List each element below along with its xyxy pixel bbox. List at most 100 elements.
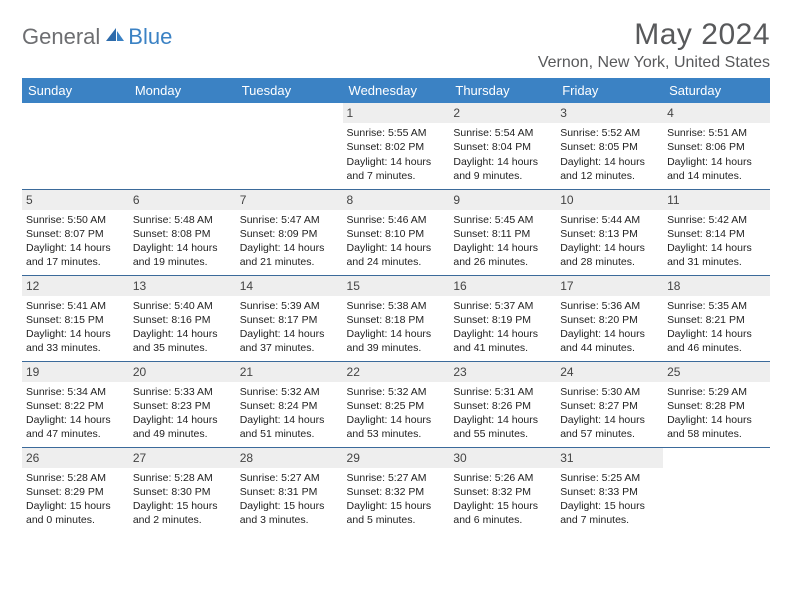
calendar-cell: 17 Sunrise: 5:36 AMSunset: 8:20 PMDayligh…	[556, 275, 663, 361]
calendar-body: 1 Sunrise: 5:55 AMSunset: 8:02 PMDaylight…	[22, 103, 770, 533]
calendar-cell: 26Sunrise: 5:28 AMSunset: 8:29 PMDayligh…	[22, 447, 129, 533]
day-number: 24	[556, 362, 663, 382]
day-details: Sunrise: 5:27 AMSunset: 8:31 PMDaylight:…	[240, 471, 339, 528]
day-number: 1	[343, 103, 450, 123]
calendar-row: 19Sunrise: 5:34 AMSunset: 8:22 PMDayligh…	[22, 361, 770, 447]
day-number: 5	[22, 190, 129, 210]
day-number: 17	[556, 276, 663, 296]
day-details: Sunrise: 5:48 AMSunset: 8:08 PMDaylight:…	[133, 213, 232, 270]
calendar-cell: 21 Sunrise: 5:32 AMSunset: 8:24 PMDayligh…	[236, 361, 343, 447]
day-details: Sunrise: 5:50 AMSunset: 8:07 PMDaylight:…	[26, 213, 125, 270]
month-title: May 2024	[538, 18, 770, 52]
day-details: Sunrise: 5:55 AMSunset: 8:02 PMDaylight:…	[347, 126, 446, 183]
day-header-row: SundayMondayTuesdayWednesdayThursdayFrid…	[22, 78, 770, 103]
day-details: Sunrise: 5:51 AMSunset: 8:06 PMDaylight:…	[667, 126, 766, 183]
calendar-row: 12 Sunrise: 5:41 AMSunset: 8:15 PMDayligh…	[22, 275, 770, 361]
day-number: 6	[129, 190, 236, 210]
calendar-cell: 4Sunrise: 5:51 AMSunset: 8:06 PMDaylight…	[663, 103, 770, 189]
logo-sail-icon	[104, 26, 126, 49]
day-details: Sunrise: 5:30 AMSunset: 8:27 PMDaylight:…	[560, 385, 659, 442]
day-details: Sunrise: 5:25 AMSunset: 8:33 PMDaylight:…	[560, 471, 659, 528]
day-details: Sunrise: 5:54 AMSunset: 8:04 PMDaylight:…	[453, 126, 552, 183]
calendar-cell: 30 Sunrise: 5:26 AMSunset: 8:32 PMDayligh…	[449, 447, 556, 533]
calendar-cell: 25Sunrise: 5:29 AMSunset: 8:28 PMDayligh…	[663, 361, 770, 447]
day-details: Sunrise: 5:39 AMSunset: 8:17 PMDaylight:…	[240, 299, 339, 356]
day-header: Saturday	[663, 78, 770, 103]
day-details: Sunrise: 5:44 AMSunset: 8:13 PMDaylight:…	[560, 213, 659, 270]
calendar-cell: 29 Sunrise: 5:27 AMSunset: 8:32 PMDayligh…	[343, 447, 450, 533]
day-details: Sunrise: 5:31 AMSunset: 8:26 PMDaylight:…	[453, 385, 552, 442]
calendar-cell: 16Sunrise: 5:37 AMSunset: 8:19 PMDayligh…	[449, 275, 556, 361]
calendar-cell: 24 Sunrise: 5:30 AMSunset: 8:27 PMDayligh…	[556, 361, 663, 447]
day-number: 13	[129, 276, 236, 296]
day-number: 8	[343, 190, 450, 210]
calendar-cell: 12 Sunrise: 5:41 AMSunset: 8:15 PMDayligh…	[22, 275, 129, 361]
day-details: Sunrise: 5:32 AMSunset: 8:24 PMDaylight:…	[240, 385, 339, 442]
calendar-cell	[22, 103, 129, 189]
day-number: 22	[343, 362, 450, 382]
title-block: May 2024 Vernon, New York, United States	[538, 18, 770, 72]
logo-text-blue: Blue	[128, 24, 172, 50]
calendar-cell	[663, 447, 770, 533]
day-number: 7	[236, 190, 343, 210]
calendar-cell: 31 Sunrise: 5:25 AMSunset: 8:33 PMDayligh…	[556, 447, 663, 533]
day-header: Friday	[556, 78, 663, 103]
day-details: Sunrise: 5:45 AMSunset: 8:11 PMDaylight:…	[453, 213, 552, 270]
day-number: 31	[556, 448, 663, 468]
day-details: Sunrise: 5:26 AMSunset: 8:32 PMDaylight:…	[453, 471, 552, 528]
calendar-row: 5 Sunrise: 5:50 AMSunset: 8:07 PMDaylight…	[22, 189, 770, 275]
day-number: 14	[236, 276, 343, 296]
day-number: 15	[343, 276, 450, 296]
calendar-cell: 6 Sunrise: 5:48 AMSunset: 8:08 PMDaylight…	[129, 189, 236, 275]
header: General Blue May 2024 Vernon, New York, …	[22, 18, 770, 72]
day-header: Tuesday	[236, 78, 343, 103]
day-number: 18	[663, 276, 770, 296]
day-details: Sunrise: 5:47 AMSunset: 8:09 PMDaylight:…	[240, 213, 339, 270]
calendar-cell: 3Sunrise: 5:52 AMSunset: 8:05 PMDaylight…	[556, 103, 663, 189]
day-details: Sunrise: 5:32 AMSunset: 8:25 PMDaylight:…	[347, 385, 446, 442]
day-number: 12	[22, 276, 129, 296]
day-header: Thursday	[449, 78, 556, 103]
day-number: 3	[556, 103, 663, 123]
calendar-cell: 2 Sunrise: 5:54 AMSunset: 8:04 PMDaylight…	[449, 103, 556, 189]
calendar-cell: 11 Sunrise: 5:42 AMSunset: 8:14 PMDayligh…	[663, 189, 770, 275]
day-number: 27	[129, 448, 236, 468]
calendar-cell: 28 Sunrise: 5:27 AMSunset: 8:31 PMDayligh…	[236, 447, 343, 533]
day-header: Sunday	[22, 78, 129, 103]
calendar-cell: 10 Sunrise: 5:44 AMSunset: 8:13 PMDayligh…	[556, 189, 663, 275]
logo: General Blue	[22, 18, 172, 50]
day-number: 11	[663, 190, 770, 210]
calendar-cell: 19Sunrise: 5:34 AMSunset: 8:22 PMDayligh…	[22, 361, 129, 447]
calendar-cell: 14 Sunrise: 5:39 AMSunset: 8:17 PMDayligh…	[236, 275, 343, 361]
calendar-row: 1 Sunrise: 5:55 AMSunset: 8:02 PMDaylight…	[22, 103, 770, 189]
calendar-cell: 27 Sunrise: 5:28 AMSunset: 8:30 PMDayligh…	[129, 447, 236, 533]
calendar-cell: 20Sunrise: 5:33 AMSunset: 8:23 PMDayligh…	[129, 361, 236, 447]
day-number: 9	[449, 190, 556, 210]
day-number: 23	[449, 362, 556, 382]
day-details: Sunrise: 5:36 AMSunset: 8:20 PMDaylight:…	[560, 299, 659, 356]
day-number: 29	[343, 448, 450, 468]
day-number: 2	[449, 103, 556, 123]
calendar-cell: 7 Sunrise: 5:47 AMSunset: 8:09 PMDaylight…	[236, 189, 343, 275]
day-details: Sunrise: 5:41 AMSunset: 8:15 PMDaylight:…	[26, 299, 125, 356]
day-number: 10	[556, 190, 663, 210]
calendar-cell	[236, 103, 343, 189]
calendar-cell: 13 Sunrise: 5:40 AMSunset: 8:16 PMDayligh…	[129, 275, 236, 361]
day-details: Sunrise: 5:38 AMSunset: 8:18 PMDaylight:…	[347, 299, 446, 356]
calendar-cell: 18Sunrise: 5:35 AMSunset: 8:21 PMDayligh…	[663, 275, 770, 361]
day-number: 28	[236, 448, 343, 468]
day-details: Sunrise: 5:28 AMSunset: 8:29 PMDaylight:…	[26, 471, 125, 528]
calendar-cell: 23 Sunrise: 5:31 AMSunset: 8:26 PMDayligh…	[449, 361, 556, 447]
day-details: Sunrise: 5:28 AMSunset: 8:30 PMDaylight:…	[133, 471, 232, 528]
calendar-table: SundayMondayTuesdayWednesdayThursdayFrid…	[22, 78, 770, 533]
day-details: Sunrise: 5:46 AMSunset: 8:10 PMDaylight:…	[347, 213, 446, 270]
day-details: Sunrise: 5:42 AMSunset: 8:14 PMDaylight:…	[667, 213, 766, 270]
day-details: Sunrise: 5:27 AMSunset: 8:32 PMDaylight:…	[347, 471, 446, 528]
calendar-cell: 15 Sunrise: 5:38 AMSunset: 8:18 PMDayligh…	[343, 275, 450, 361]
calendar-head: SundayMondayTuesdayWednesdayThursdayFrid…	[22, 78, 770, 103]
calendar-cell: 22 Sunrise: 5:32 AMSunset: 8:25 PMDayligh…	[343, 361, 450, 447]
location: Vernon, New York, United States	[538, 54, 770, 72]
day-details: Sunrise: 5:40 AMSunset: 8:16 PMDaylight:…	[133, 299, 232, 356]
day-number: 30	[449, 448, 556, 468]
day-number: 21	[236, 362, 343, 382]
